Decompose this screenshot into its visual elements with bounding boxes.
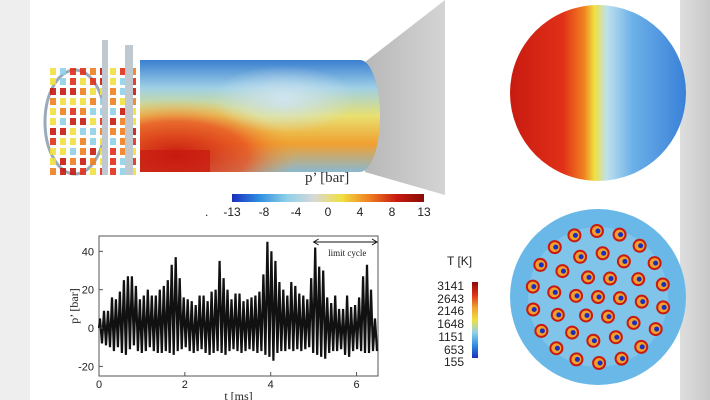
x-tick-label: 0 xyxy=(96,379,102,391)
temperature-tick-label: 1151 xyxy=(438,329,464,344)
pressure-tick-label: 8 xyxy=(388,205,396,219)
pressure-colorbar-title: p’ [bar] xyxy=(305,170,350,186)
temperature-tick-label: 1648 xyxy=(437,317,464,332)
injector-array xyxy=(43,40,136,176)
stray-mark: . xyxy=(205,205,209,219)
combustor-pressure-render xyxy=(43,0,445,195)
x-tick-label: 4 xyxy=(268,379,274,391)
y-tick-label: 20 xyxy=(82,285,94,297)
temperature-tick-label: 2643 xyxy=(437,291,464,306)
temperature-colorbar-title: T [K] xyxy=(447,254,473,268)
temperature-tick-label: 3141 xyxy=(437,279,464,293)
right-margin xyxy=(680,0,710,400)
pressure-tick-label: -4 xyxy=(290,205,302,219)
temperature-tick-label: 2146 xyxy=(437,304,464,319)
pressure-tick-label: -13 xyxy=(223,205,241,219)
pressure-tick-label: 4 xyxy=(356,205,364,219)
pressure-cross-section xyxy=(510,5,686,181)
plot-frame xyxy=(98,235,379,377)
y-axis-label: p’ [bar] xyxy=(67,288,81,323)
x-axis-label: t [ms] xyxy=(224,389,252,400)
limit-cycle-label: limit cycle xyxy=(328,248,366,258)
y-tick-label: 40 xyxy=(82,246,94,258)
left-margin xyxy=(0,0,30,400)
pressure-tick-label: 0 xyxy=(324,205,332,219)
temperature-colorbar xyxy=(472,282,478,358)
pressure-tick-label: 13 xyxy=(417,205,431,219)
pressure-series-line xyxy=(97,241,379,361)
pressure-colorbar xyxy=(232,194,424,202)
pressure-tick-label: -8 xyxy=(258,205,270,219)
temperature-cross-section xyxy=(510,209,686,385)
x-tick-label: 6 xyxy=(353,379,359,391)
y-tick-label: 0 xyxy=(88,323,94,335)
arrow-heads xyxy=(312,238,378,246)
temperature-tick-label: 653 xyxy=(443,342,464,357)
nozzle xyxy=(365,0,445,195)
x-tick-label: 2 xyxy=(182,379,188,391)
y-tick-label: -20 xyxy=(78,361,94,373)
temperature-tick-label: 155 xyxy=(443,355,464,370)
